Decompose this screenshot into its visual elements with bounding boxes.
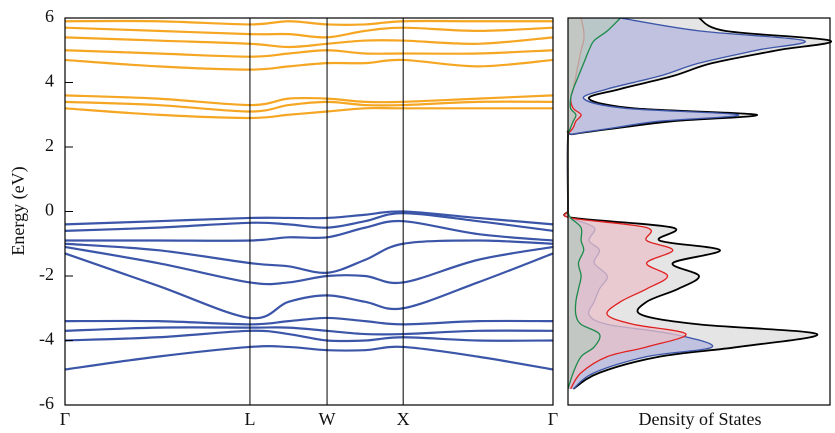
band-line xyxy=(64,36,554,49)
y-axis-label: Energy (eV) xyxy=(8,166,29,255)
band-line xyxy=(64,19,553,26)
band-line xyxy=(64,252,554,320)
band-line xyxy=(64,326,554,336)
y-tick-label: 6 xyxy=(45,6,54,26)
dos-frame xyxy=(567,17,831,406)
band-line xyxy=(64,26,554,39)
y-tick-label: -2 xyxy=(39,264,54,284)
band-line xyxy=(64,49,554,58)
band-line xyxy=(64,106,553,120)
band-line xyxy=(64,329,554,343)
y-tick-label: 0 xyxy=(45,200,54,220)
dos-fill xyxy=(567,18,621,389)
band-line xyxy=(64,58,554,71)
x-axis-label: Density of States xyxy=(639,409,762,429)
band-line xyxy=(64,344,554,371)
band-line xyxy=(64,239,554,274)
band-line xyxy=(64,100,554,113)
y-tick-label: -6 xyxy=(39,393,54,413)
x-tick-label: L xyxy=(244,409,255,429)
y-tick-label: 2 xyxy=(45,135,54,155)
dos-fill xyxy=(564,18,687,389)
x-tick-label: Γ xyxy=(60,409,70,429)
band-line xyxy=(64,316,554,326)
x-tick-label: X xyxy=(397,409,410,429)
y-tick-label: -4 xyxy=(39,329,54,349)
plot-frame xyxy=(64,17,554,406)
x-tick-label: W xyxy=(319,409,336,429)
dos-fill xyxy=(567,18,806,389)
y-tick-label: 4 xyxy=(45,71,54,91)
band-line xyxy=(65,219,554,242)
x-tick-label: Γ xyxy=(548,409,558,429)
